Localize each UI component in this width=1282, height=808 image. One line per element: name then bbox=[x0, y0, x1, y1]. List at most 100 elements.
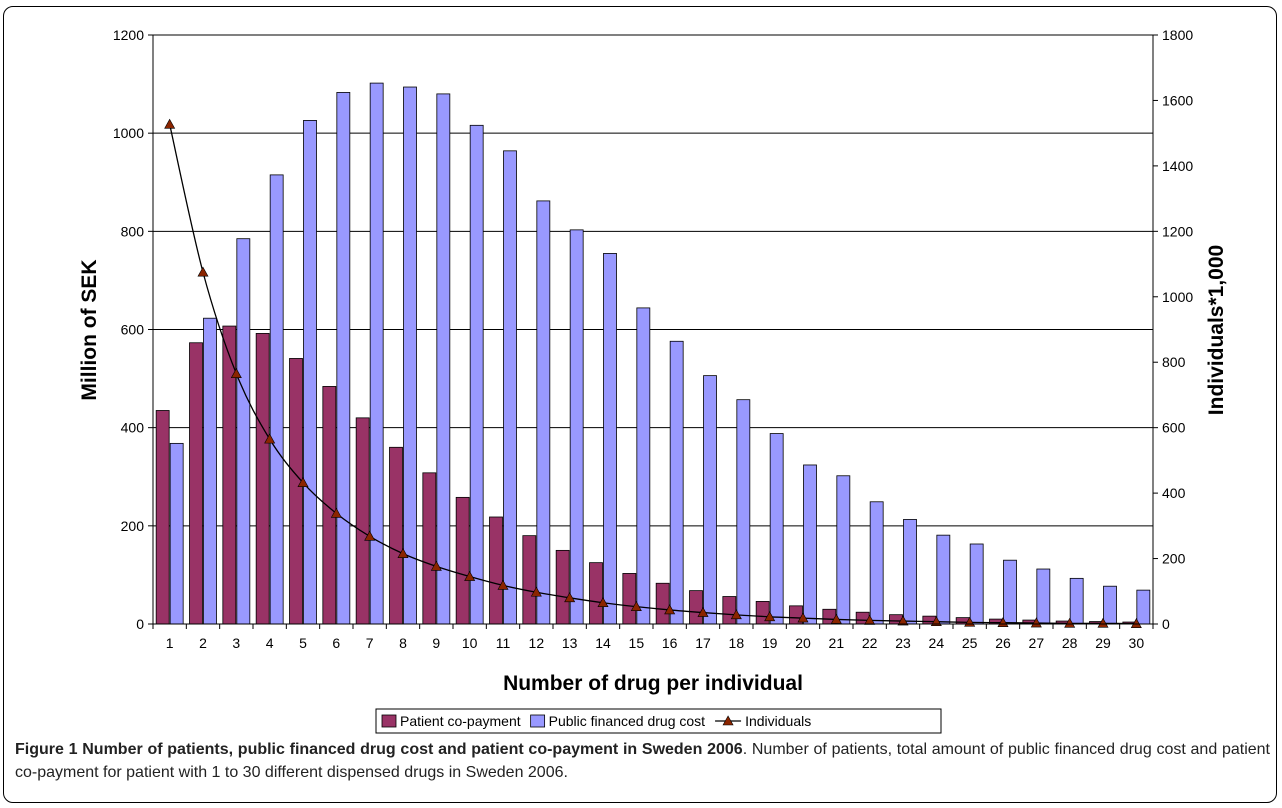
x-tick-label: 30 bbox=[1129, 635, 1145, 651]
bar-public-financed bbox=[669, 340, 684, 625]
x-axis-label: Number of drug per individual bbox=[503, 672, 803, 695]
bar-public-financed bbox=[769, 433, 784, 625]
bar-patient-copayment bbox=[189, 342, 203, 625]
individuals-marker bbox=[564, 592, 576, 603]
y2-tick-label: 1600 bbox=[1162, 92, 1193, 108]
bar-patient-copayment bbox=[622, 573, 637, 625]
individuals-marker bbox=[1097, 617, 1109, 628]
y2-tick-label: 1400 bbox=[1162, 158, 1193, 174]
individuals-marker bbox=[430, 560, 442, 571]
bar-public-financed bbox=[603, 253, 617, 625]
bar-patient-copayment bbox=[455, 496, 470, 625]
bar-patient-copayment bbox=[355, 417, 370, 625]
individuals-marker bbox=[330, 507, 342, 518]
x-tick-label: 19 bbox=[762, 635, 778, 651]
legend-item-patient-copayment: Patient co-payment bbox=[381, 713, 521, 729]
x-tick-label: 14 bbox=[595, 635, 611, 651]
bar-public-financed bbox=[1069, 577, 1084, 625]
x-tick-label: 11 bbox=[496, 635, 511, 651]
individuals-marker bbox=[930, 616, 942, 627]
x-tick-label: 4 bbox=[266, 635, 274, 651]
y2-tick-label: 400 bbox=[1162, 485, 1186, 501]
individuals-marker bbox=[730, 609, 742, 620]
y-tick-label: 800 bbox=[121, 223, 145, 239]
x-tick-label: 18 bbox=[729, 635, 745, 651]
bar-public-financed bbox=[503, 150, 517, 625]
bar-patient-copayment bbox=[522, 535, 537, 625]
individuals-marker bbox=[464, 570, 476, 581]
bar-public-financed bbox=[436, 93, 451, 625]
bars bbox=[155, 82, 1151, 625]
bar-patient-copayment bbox=[322, 386, 337, 625]
bar-patient-copayment bbox=[722, 596, 737, 625]
bar-patient-copayment bbox=[422, 472, 437, 625]
bar-public-financed bbox=[636, 307, 651, 625]
individuals-marker bbox=[697, 606, 709, 617]
bar-patient-copayment bbox=[489, 516, 503, 625]
x-tick-label: 3 bbox=[232, 635, 240, 651]
x-tick-label: 23 bbox=[895, 635, 911, 651]
bar-public-financed bbox=[1103, 585, 1117, 625]
legend-label: Individuals bbox=[745, 713, 811, 729]
bar-public-financed bbox=[269, 174, 284, 625]
bar-patient-copayment bbox=[555, 549, 570, 625]
x-tick-label: 6 bbox=[332, 635, 340, 651]
gridlines bbox=[153, 34, 1153, 527]
bar-public-financed bbox=[236, 238, 251, 625]
bar-public-financed bbox=[1003, 559, 1017, 625]
individuals-marker bbox=[230, 368, 242, 378]
x-tick-label: 1 bbox=[166, 635, 174, 651]
bar-patient-copayment bbox=[222, 325, 237, 625]
legend-item-individuals: Individuals bbox=[715, 713, 811, 729]
bar-patient-copayment bbox=[655, 582, 670, 625]
x-tick-label: 7 bbox=[366, 635, 374, 651]
bar-public-financed bbox=[1136, 589, 1151, 625]
bar-public-financed bbox=[803, 464, 817, 625]
bar-public-financed bbox=[536, 200, 551, 625]
bar-public-financed bbox=[969, 543, 984, 625]
axes bbox=[148, 34, 1158, 629]
bar-patient-copayment bbox=[289, 358, 303, 625]
y-tick-label: 400 bbox=[121, 420, 145, 436]
y2-tick-label: 0 bbox=[1162, 616, 1170, 632]
individuals-marker bbox=[830, 613, 842, 624]
bar-public-financed bbox=[869, 501, 884, 625]
x-tick-label: 27 bbox=[1029, 635, 1045, 651]
individuals-marker bbox=[764, 611, 776, 622]
y2-tick-label: 200 bbox=[1162, 551, 1186, 567]
y2-tick-label: 600 bbox=[1162, 420, 1186, 436]
bar-public-financed bbox=[303, 120, 317, 625]
x-tick-label: 20 bbox=[795, 635, 811, 651]
bar-public-financed bbox=[736, 399, 751, 625]
bar-patient-copayment bbox=[255, 333, 270, 625]
individuals-marker bbox=[897, 615, 909, 626]
individuals-marker bbox=[530, 586, 542, 597]
bar-public-financed bbox=[469, 124, 484, 625]
y2-tick-label: 1000 bbox=[1162, 289, 1193, 305]
individuals-marker bbox=[397, 548, 409, 558]
x-tick-label: 28 bbox=[1062, 635, 1078, 651]
individuals-marker bbox=[797, 612, 809, 623]
individuals-marker bbox=[597, 597, 609, 608]
y-tick-label: 600 bbox=[121, 322, 145, 338]
caption-text: . Number of patients, total amount of pu… bbox=[15, 741, 1271, 781]
legend: Patient co-payment Public financed drug c… bbox=[375, 708, 942, 734]
x-tick-label: 13 bbox=[562, 635, 578, 651]
y2-tick-label: 1800 bbox=[1162, 27, 1193, 43]
bar-public-financed bbox=[703, 375, 717, 625]
x-tick-label: 17 bbox=[695, 635, 711, 651]
x-tick-label: 15 bbox=[629, 635, 645, 651]
x-tick-label: 24 bbox=[929, 635, 945, 651]
bar-patient-copayment bbox=[155, 410, 170, 625]
individuals-marker bbox=[1130, 618, 1142, 628]
tick-labels: 0200400600800100012000200400600800100012… bbox=[113, 27, 1194, 651]
x-tick-label: 29 bbox=[1095, 635, 1111, 651]
x-tick-label: 2 bbox=[199, 635, 207, 651]
bar-public-financed bbox=[836, 475, 851, 625]
legend-box bbox=[375, 708, 942, 734]
legend-label: Public financed drug cost bbox=[549, 713, 706, 729]
bar-public-financed bbox=[903, 519, 917, 625]
x-tick-label: 8 bbox=[399, 635, 407, 651]
legend-swatch bbox=[381, 714, 397, 728]
individuals-marker bbox=[297, 477, 309, 487]
